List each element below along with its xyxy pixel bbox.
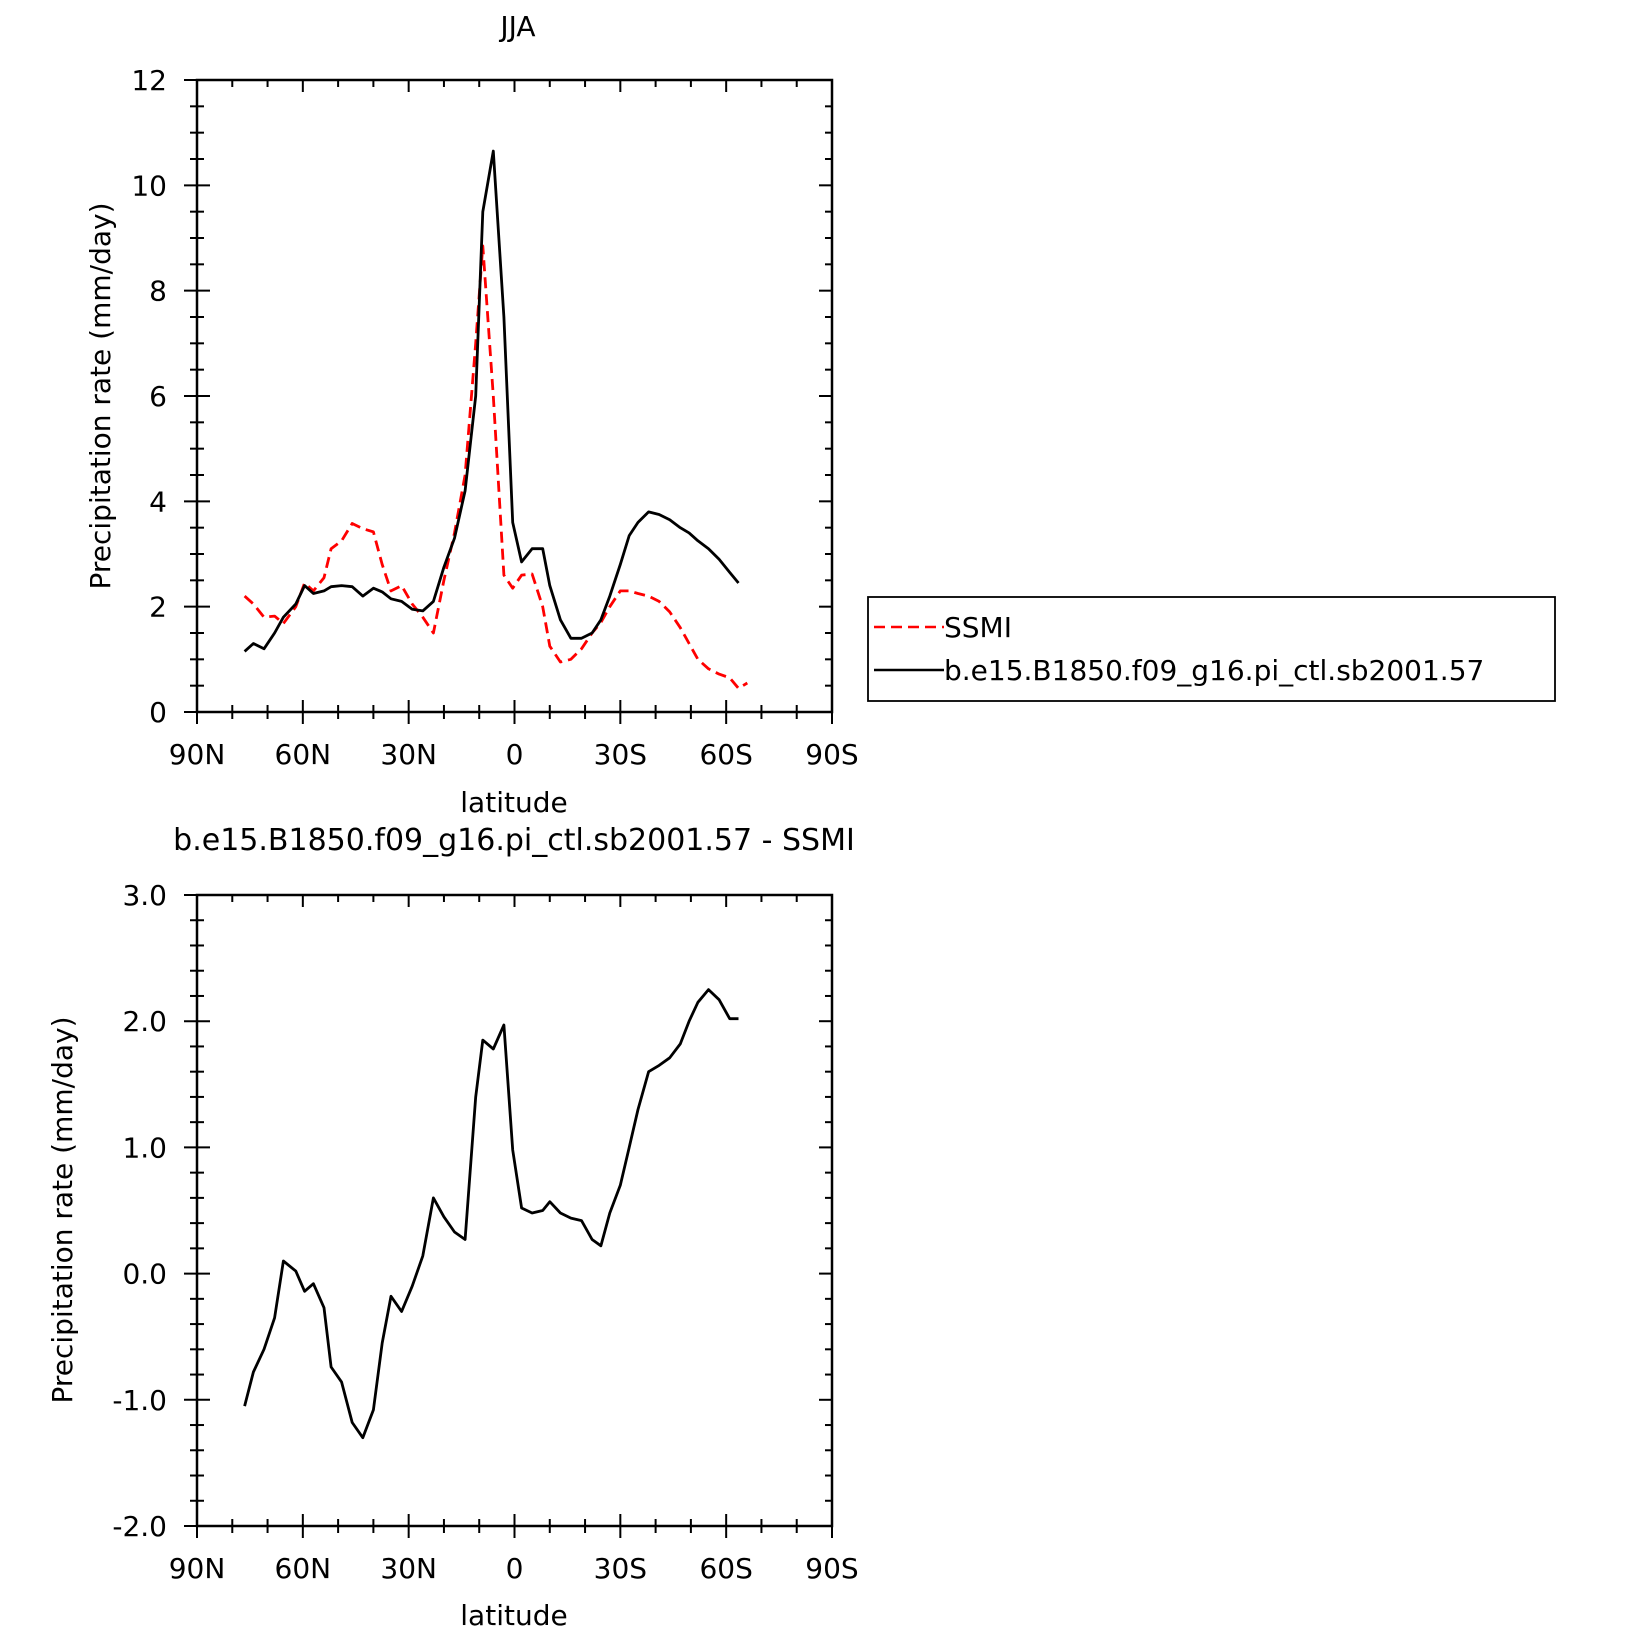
- y-tick-label: -2.0: [112, 1510, 167, 1543]
- x-tick-label: 30S: [594, 1552, 647, 1585]
- x-tick-labels: 90N 60N 30N 0 30S 60S 90S: [169, 1552, 859, 1585]
- x-tick-label: 30S: [594, 738, 647, 771]
- x-tick-label: 90N: [169, 1552, 226, 1585]
- x-tick-labels: 90N 60N 30N 0 30S 60S 90S: [169, 738, 859, 771]
- y-axis-label: Precipitation rate (mm/day): [46, 1016, 79, 1403]
- x-axis-label: latitude: [460, 1599, 567, 1630]
- x-tick-label: 30N: [380, 738, 437, 771]
- chart-panel-bottom: b.e15.B1850.f09_g16.pi_ctl.sb2001.57 - S…: [46, 823, 859, 1630]
- series-lines: [243, 988, 739, 1440]
- y-tick-label: 2: [149, 591, 167, 624]
- tick-marks: [184, 79, 833, 724]
- y-tick-label: 10: [131, 169, 167, 202]
- y-tick-label: -1.0: [112, 1384, 167, 1417]
- y-tick-label: 4: [149, 485, 167, 518]
- series-line-ssmi: [243, 244, 749, 690]
- legend-label-ssmi: SSMI: [944, 611, 1012, 644]
- x-tick-label: 90N: [169, 738, 226, 771]
- series-lines: [243, 149, 749, 690]
- chart-panel-top: JJA 0 2 4 6 8 10 12 90N 60N 30N 0 30S 60S 90S Precip…: [84, 10, 1556, 819]
- x-tick-label: 90S: [805, 738, 858, 771]
- plot-frame: [195, 893, 834, 1528]
- series-line-model: [243, 149, 740, 653]
- y-tick-label: 12: [131, 64, 167, 97]
- y-tick-labels: -2.0 -1.0 0.0 1.0 2.0 3.0: [112, 879, 167, 1543]
- series-line-difference: [243, 988, 739, 1440]
- x-tick-label: 30N: [380, 1552, 437, 1585]
- legend-box: [867, 596, 1556, 702]
- x-tick-label: 90S: [805, 1552, 858, 1585]
- chart-title: b.e15.B1850.f09_g16.pi_ctl.sb2001.57 - S…: [173, 823, 855, 858]
- plot-frame: [195, 78, 834, 714]
- x-tick-label: 60S: [699, 738, 752, 771]
- y-tick-labels: 0 2 4 6 8 10 12: [131, 64, 167, 729]
- tick-marks: [184, 894, 833, 1538]
- x-tick-label: 60N: [275, 1552, 332, 1585]
- x-tick-label: 60S: [699, 1552, 752, 1585]
- y-tick-label: 2.0: [122, 1005, 167, 1038]
- y-tick-label: 8: [149, 275, 167, 308]
- x-tick-label: 0: [506, 1552, 524, 1585]
- y-axis-label: Precipitation rate (mm/day): [84, 202, 117, 589]
- y-tick-label: 0: [149, 696, 167, 729]
- legend-label-model: b.e15.B1850.f09_g16.pi_ctl.sb2001.57: [944, 654, 1484, 687]
- y-tick-label: 6: [149, 380, 167, 413]
- y-tick-label: 3.0: [122, 879, 167, 912]
- y-tick-label: 1.0: [122, 1131, 167, 1164]
- x-tick-label: 60N: [275, 738, 332, 771]
- legend: SSMI b.e15.B1850.f09_g16.pi_ctl.sb2001.5…: [867, 596, 1556, 702]
- chart-title: JJA: [498, 10, 535, 43]
- y-tick-label: 0.0: [122, 1258, 167, 1291]
- x-tick-label: 0: [506, 738, 524, 771]
- x-axis-label: latitude: [460, 786, 567, 819]
